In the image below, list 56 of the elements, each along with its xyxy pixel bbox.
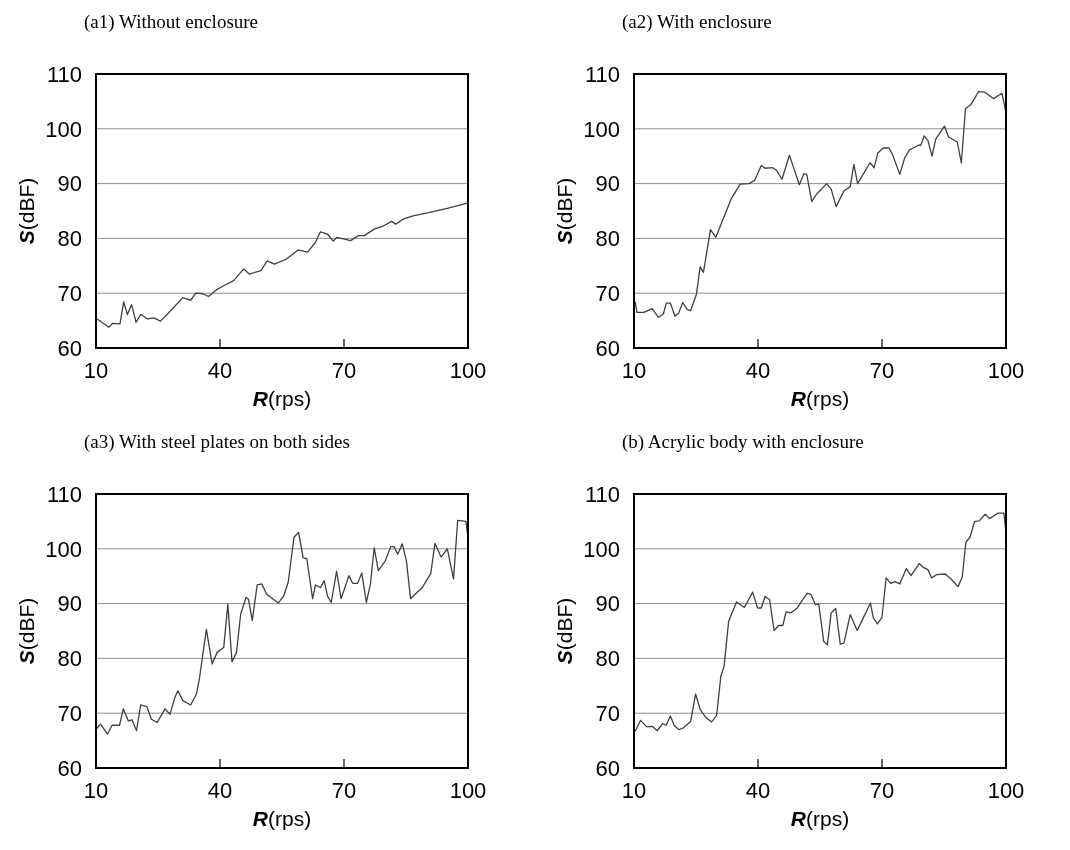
y-tick-label: 110 [46,481,82,507]
y-axis-title: S(dBF) [15,177,38,245]
y-tick-label: 80 [57,646,82,672]
y-tick-label: 70 [57,700,82,726]
y-tick-label: 80 [57,226,82,252]
y-tick-label: 100 [45,116,82,142]
y-tick-label: 70 [57,280,82,306]
x-tick-label: 100 [449,778,487,803]
y-tick-label: 60 [595,755,620,781]
x-axis-title: R(rps) [252,387,312,410]
x-tick-label: 40 [207,358,233,383]
y-axis-title: S(dBF) [553,597,576,665]
x-tick-label: 70 [331,358,357,383]
x-tick-label: 10 [621,778,647,803]
x-tick-label: 100 [449,358,487,383]
x-axis-title: R(rps) [790,807,850,830]
chart-title: (a3) With steel plates on both sides [84,431,350,453]
x-tick-label: 40 [207,778,233,803]
y-axis-title: S(dBF) [15,597,38,665]
x-tick-label: 100 [987,358,1025,383]
line-series [96,519,469,735]
x-tick-label: 40 [745,778,771,803]
chart-title: (a1) Without enclosure [84,11,259,33]
y-tick-label: 70 [595,280,620,306]
x-tick-label: 70 [331,778,357,803]
y-tick-label: 110 [584,481,620,507]
y-tick-label: 70 [595,700,620,726]
y-tick-label: 80 [595,646,620,672]
x-axis-title: R(rps) [790,387,850,410]
x-tick-label: 10 [83,358,109,383]
y-tick-label: 100 [583,536,620,562]
x-tick-label: 40 [745,358,771,383]
x-tick-label: 10 [83,778,109,803]
line-series [634,90,1007,318]
x-tick-label: 100 [987,778,1025,803]
x-tick-label: 10 [621,358,647,383]
line-series [634,512,1007,732]
y-tick-label: 60 [57,335,82,361]
y-tick-label: 100 [45,536,82,562]
y-axis-title: S(dBF) [553,177,576,245]
y-tick-label: 100 [583,116,620,142]
y-tick-label: 60 [595,335,620,361]
y-tick-label: 90 [595,591,620,617]
x-tick-label: 70 [869,778,895,803]
chart-title: (b) Acrylic body with enclosure [622,431,864,453]
x-axis-title: R(rps) [252,807,312,830]
chart-title: (a2) With enclosure [622,11,772,33]
y-tick-label: 90 [57,591,82,617]
y-tick-label: 90 [595,171,620,197]
y-tick-label: 90 [57,171,82,197]
y-tick-label: 80 [595,226,620,252]
y-tick-label: 110 [46,61,82,87]
x-tick-label: 70 [869,358,895,383]
line-series [96,202,469,328]
y-tick-label: 110 [584,61,620,87]
y-tick-label: 60 [57,755,82,781]
